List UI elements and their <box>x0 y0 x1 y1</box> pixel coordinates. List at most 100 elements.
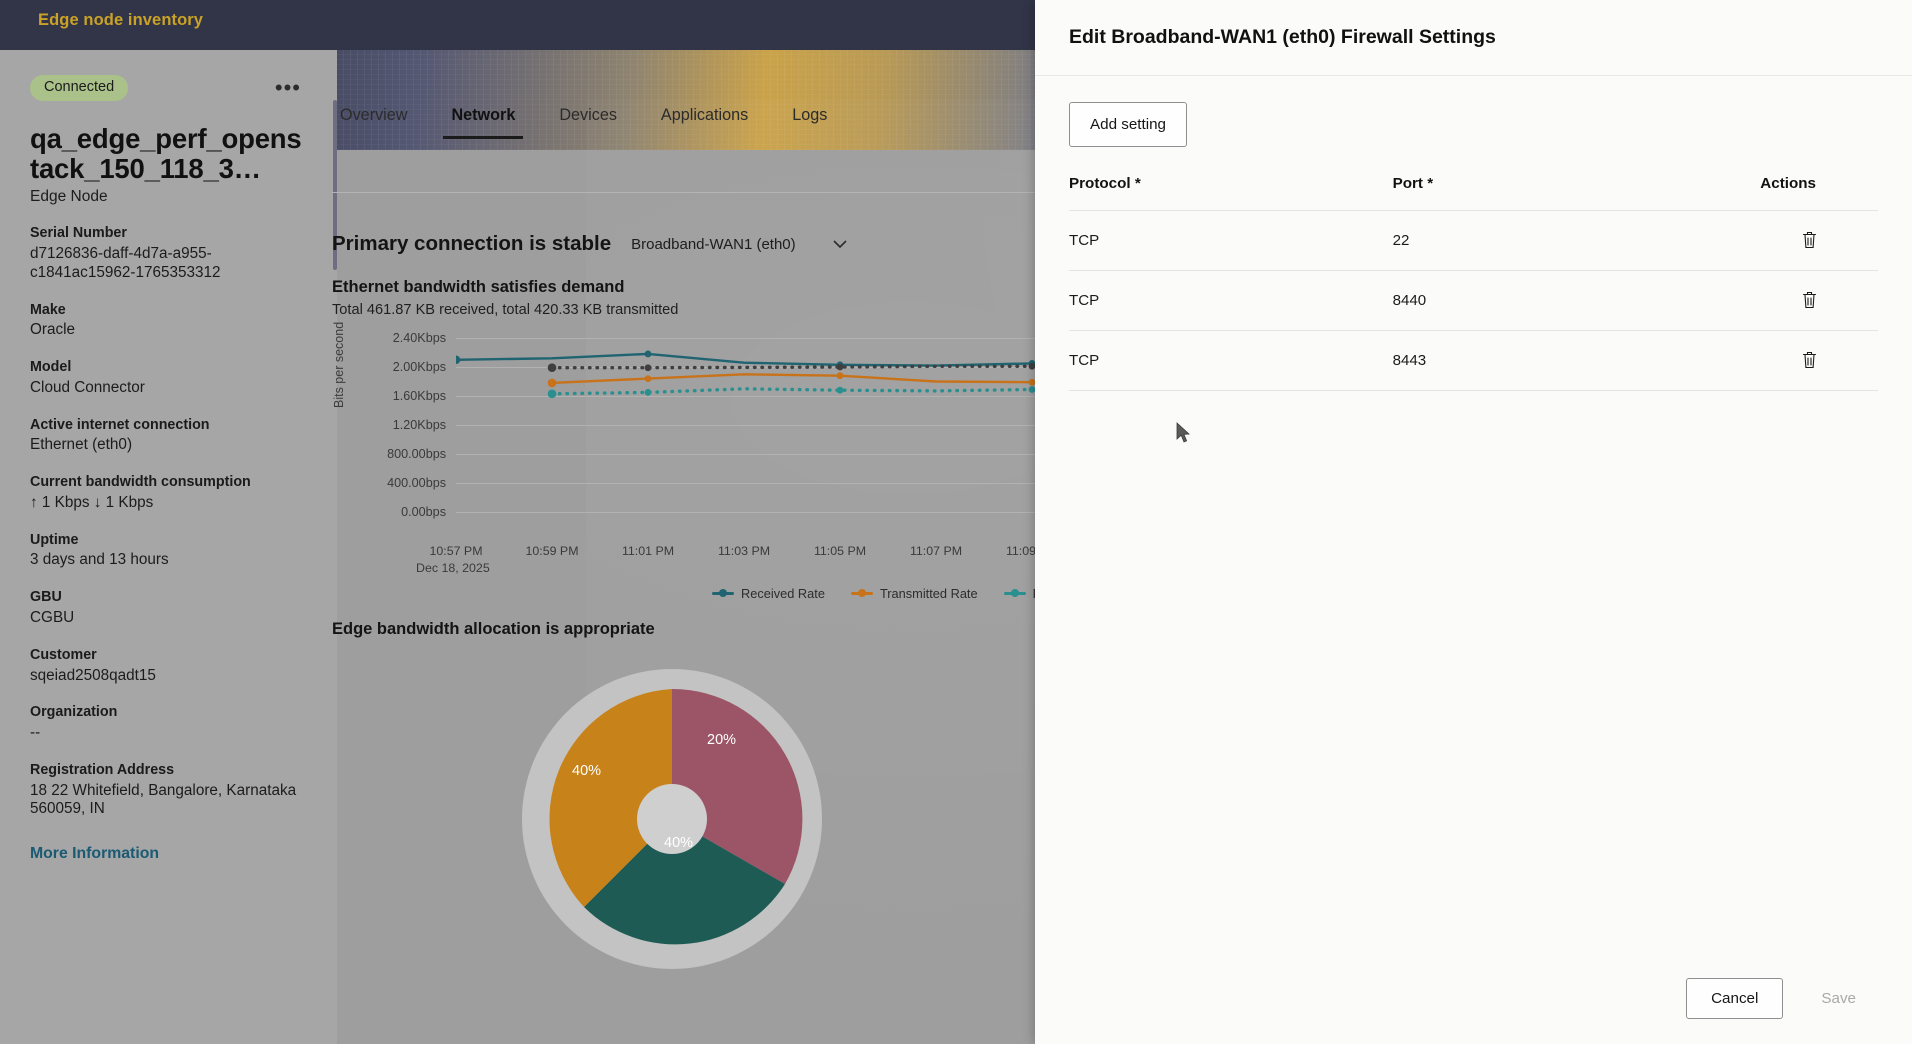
tab-applications[interactable]: Applications <box>660 106 749 124</box>
node-title: qa_edge_perf_openstack_150_118_3… <box>30 123 302 184</box>
series-marker <box>644 350 652 358</box>
field-make: Make Oracle <box>30 302 307 341</box>
breadcrumb-edge-node-inventory[interactable]: Edge node inventory <box>38 11 204 29</box>
firewall-settings-drawer: Edit Broadband-WAN1 (eth0) Firewall Sett… <box>1035 0 1912 1044</box>
field-value: 18 22 Whitefield, Bangalore, Karnataka 5… <box>30 781 297 818</box>
table-head: Protocol * Port * Actions <box>1069 175 1878 211</box>
donut-slice-1[interactable] <box>672 688 803 884</box>
tab-network[interactable]: Network <box>429 106 537 139</box>
field-serial-number: Serial Number d7126836-daff-4d7a-a955-c1… <box>30 225 307 282</box>
column-header-protocol: Protocol * <box>1069 175 1141 192</box>
field-customer: Customer sqeiad2508qadt15 <box>30 647 307 686</box>
status-badge: Connected <box>30 75 129 101</box>
bandwidth-allocation-block: Edge bandwidth allocation is appropriate… <box>332 620 1332 969</box>
chart-y-ticks: 2.40Kbps 2.00Kbps 1.60Kbps 1.20Kbps 800.… <box>346 331 446 538</box>
trash-icon-svg <box>1802 291 1817 309</box>
field-label: Model <box>30 359 72 376</box>
field-label: Current bandwidth consumption <box>30 474 251 491</box>
series-marker <box>1028 386 1036 393</box>
field-label: Serial Number <box>30 225 127 242</box>
series-marker <box>836 372 844 380</box>
drawer-header: Edit Broadband-WAN1 (eth0) Firewall Sett… <box>1035 0 1912 76</box>
chart-title: Ethernet bandwidth satisfies demand <box>332 278 625 296</box>
chart-plot-area: Bits per second 2.40Kbps 2.00Kbps 1.60Kb… <box>332 322 1322 601</box>
x-axis-date: Dec 18, 2025 <box>416 561 490 575</box>
gridline <box>456 454 1322 455</box>
bandwidth-chart-block: Ethernet bandwidth satisfies demand Tota… <box>332 278 1332 601</box>
x-tick: 11:03 PM <box>717 544 771 558</box>
legend-swatch <box>712 589 734 597</box>
donut-slice-2[interactable] <box>584 819 785 945</box>
table-body: TCP 22 TCP 8440 <box>1069 210 1878 391</box>
legend-swatch <box>850 589 873 597</box>
trash-icon[interactable] <box>1799 348 1820 371</box>
field-value: d7126836-daff-4d7a-a955-c1841ac15962-176… <box>30 245 221 281</box>
cancel-button[interactable]: Cancel <box>1686 977 1784 1019</box>
tab-devices[interactable]: Devices <box>559 106 617 124</box>
field-value: sqeiad2508qadt15 <box>30 666 156 684</box>
cell-protocol: TCP <box>1069 270 1393 331</box>
series-line <box>550 363 1226 370</box>
legend-label: Transmitted Rate <box>879 586 978 601</box>
field-value: Oracle <box>30 321 76 339</box>
field-label: Organization <box>30 704 118 721</box>
node-info-card: Connected ••• qa_edge_perf_openstack_150… <box>0 50 337 1044</box>
add-setting-button[interactable]: Add setting <box>1069 102 1187 147</box>
trash-icon[interactable] <box>1799 228 1820 251</box>
y-tick: 1.20Kbps <box>392 418 446 432</box>
field-value: 3 days and 13 hours <box>30 551 169 569</box>
tab-overview[interactable]: Overview <box>340 106 408 124</box>
series-marker <box>644 388 652 396</box>
tab-bar: Overview Network Devices Applications Lo… <box>332 106 849 139</box>
y-tick: 800.00bps <box>387 447 446 461</box>
cell-actions <box>1700 270 1878 331</box>
series-marker <box>1028 362 1036 370</box>
donut-slice-3[interactable] <box>549 689 672 907</box>
cell-actions <box>1700 330 1878 391</box>
x-tick: 11:07 PM <box>909 544 963 558</box>
series-marker <box>644 375 652 382</box>
x-tick: 10:59 PM <box>525 544 579 558</box>
donut-label-1: 20% <box>707 732 737 748</box>
gridline <box>456 483 1322 484</box>
series-marker <box>547 363 557 373</box>
chevron-down-icon <box>832 237 848 252</box>
field-current-bandwidth-consumption: Current bandwidth consumption ↑ 1 Kbps ↓… <box>30 474 307 513</box>
legend-item-transmitted-rate[interactable]: Transmitted Rate <box>850 586 978 601</box>
legend-label: Received Rate <box>741 586 825 601</box>
gridline <box>456 512 1322 513</box>
card-scrollbar[interactable] <box>333 100 337 270</box>
primary-connection-status: Primary connection is stable <box>332 232 612 255</box>
tab-logs[interactable]: Logs <box>792 106 828 124</box>
field-value: Cloud Connector <box>30 378 145 396</box>
y-tick: 2.40Kbps <box>392 331 446 345</box>
field-uptime: Uptime 3 days and 13 hours <box>30 532 307 571</box>
field-model: Model Cloud Connector <box>30 359 307 398</box>
save-button[interactable]: Save <box>1805 979 1872 1018</box>
field-label: Registration Address <box>30 761 175 778</box>
donut-label-2: 40% <box>664 835 694 851</box>
field-label: Make <box>30 301 66 318</box>
series-marker <box>547 378 557 388</box>
field-value: Ethernet (eth0) <box>30 436 133 454</box>
field-value: ↑ 1 Kbps ↓ 1 Kbps <box>30 493 154 511</box>
trash-icon[interactable] <box>1799 288 1820 311</box>
table-row: TCP 22 <box>1069 210 1878 271</box>
legend-swatch <box>1003 589 1026 597</box>
column-header-port: Port * <box>1392 175 1434 192</box>
series-marker <box>547 389 557 399</box>
more-information-link[interactable]: More Information <box>30 844 160 862</box>
network-section-header: Primary connection is stable Broadband-W… <box>332 232 848 256</box>
cell-protocol: TCP <box>1069 210 1393 271</box>
field-organization: Organization -- <box>30 704 307 743</box>
drawer-body: Add setting Protocol * Port * Actions TC… <box>1035 76 1912 952</box>
gridline <box>456 338 1322 339</box>
legend-item-received-rate[interactable]: Received Rate <box>712 586 825 601</box>
connection-dropdown[interactable]: Broadband-WAN1 (eth0) <box>631 236 848 253</box>
x-tick: 10:57 PM <box>429 544 483 558</box>
y-tick: 0.00bps <box>401 505 446 519</box>
mouse-cursor <box>1176 422 1190 443</box>
donut-slices-svg <box>532 679 812 959</box>
chart-subtitle: Total 461.87 KB received, total 420.33 K… <box>332 302 679 318</box>
